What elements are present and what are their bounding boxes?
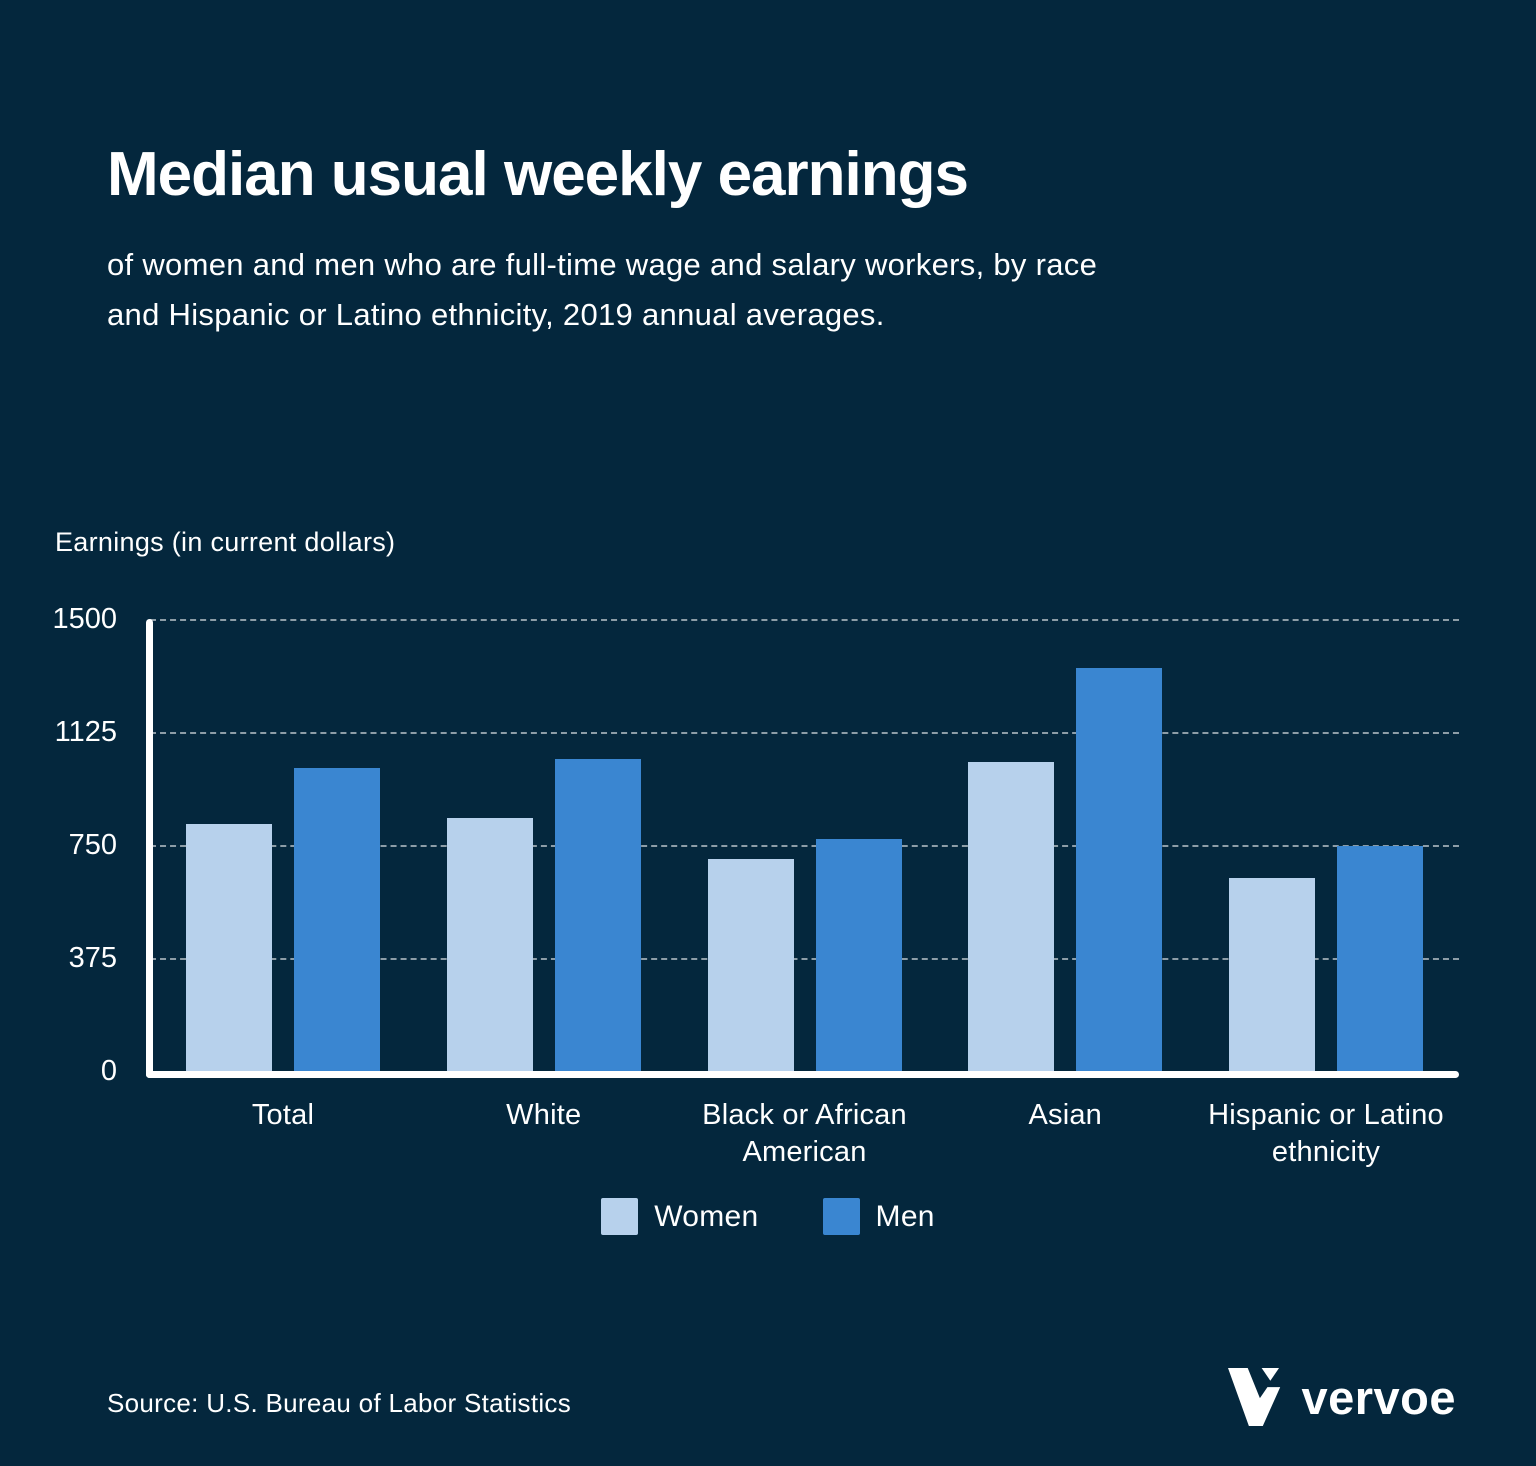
page-subtitle: of women and men who are full-time wage … bbox=[107, 247, 1098, 332]
women-bar-total bbox=[186, 824, 272, 1071]
women-bar-black-or-african-american bbox=[707, 859, 794, 1071]
y-axis-title: Earnings (in current dollars) bbox=[55, 527, 396, 557]
legend-item-women: Women bbox=[601, 1198, 758, 1235]
gridline bbox=[150, 958, 1459, 960]
bar-group: Asian bbox=[968, 619, 1163, 1131]
brand-wordmark: vervoe bbox=[1301, 1370, 1456, 1424]
legend: Women Men bbox=[0, 1198, 1536, 1235]
men-bar-hispanic-or-latino-ethnicity bbox=[1337, 846, 1423, 1071]
women-bar-white bbox=[446, 818, 533, 1071]
category-label: Black or African American bbox=[702, 1099, 907, 1168]
y-tick-label: 0 bbox=[100, 1055, 117, 1087]
gridline bbox=[150, 845, 1459, 847]
women-bar-asian bbox=[968, 762, 1055, 1071]
category-label: Hispanic or Latino ethnicity bbox=[1208, 1099, 1444, 1168]
bar-group: White bbox=[446, 619, 641, 1131]
x-axis-line bbox=[146, 1071, 1459, 1078]
legend-swatch-women bbox=[601, 1198, 639, 1235]
gridline bbox=[150, 732, 1459, 734]
source-text: Source: U.S. Bureau of Labor Statistics bbox=[107, 1388, 572, 1418]
bar-groups: Total White Black or African American Asian… bbox=[150, 619, 1459, 1168]
brand-logo: vervoe bbox=[1228, 1366, 1456, 1428]
legend-item-men: Men bbox=[822, 1198, 935, 1235]
y-axis-line bbox=[146, 619, 153, 1078]
category-label: Total bbox=[251, 1099, 315, 1131]
men-bar-total bbox=[294, 768, 380, 1071]
bar-group: Total bbox=[186, 619, 380, 1131]
gridline bbox=[150, 619, 1459, 621]
y-tick-label: 1125 bbox=[54, 716, 117, 748]
category-label: White bbox=[506, 1099, 582, 1131]
y-tick-label: 750 bbox=[68, 829, 117, 861]
women-bar-hispanic-or-latino-ethnicity bbox=[1229, 878, 1315, 1071]
y-tick-label: 1500 bbox=[52, 603, 117, 635]
page-title: Median usual weekly earnings bbox=[107, 140, 969, 209]
y-tick-label: 375 bbox=[68, 942, 117, 974]
men-bar-black-or-african-american bbox=[815, 839, 902, 1071]
men-bar-white bbox=[554, 759, 641, 1071]
men-bar-asian bbox=[1076, 668, 1163, 1071]
plot-area: Total White Black or African American Asian… bbox=[146, 619, 1459, 1168]
y-axis-tick-labels: 1500 1125 750 375 0 bbox=[28, 603, 117, 1087]
category-label: Asian bbox=[1028, 1099, 1103, 1131]
legend-label: Women bbox=[654, 1199, 759, 1233]
vervoe-v-mark-icon bbox=[1228, 1368, 1281, 1426]
legend-label: Men bbox=[875, 1199, 935, 1233]
bar-group: Black or African American bbox=[702, 619, 907, 1168]
bar-group: Hispanic or Latino ethnicity bbox=[1208, 619, 1444, 1168]
legend-swatch-men bbox=[822, 1198, 860, 1235]
